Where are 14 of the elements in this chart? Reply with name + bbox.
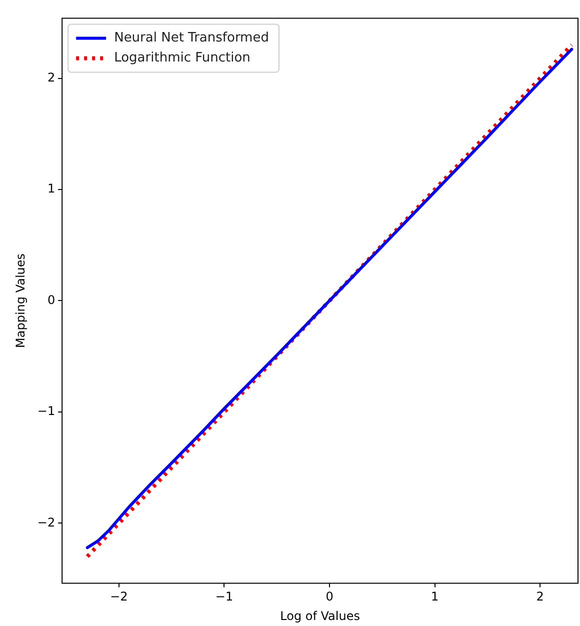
y-tick-label: −2 — [37, 515, 56, 530]
y-axis-title: Mapping Values — [13, 253, 28, 348]
y-tick-label: 2 — [47, 70, 56, 84]
y-tick-label: −1 — [37, 404, 56, 418]
x-tick-label: −2 — [110, 590, 128, 604]
x-tick-label: −1 — [215, 590, 234, 604]
y-tick-label: 1 — [47, 182, 56, 196]
legend-label: Neural Net Transformed — [114, 30, 269, 46]
legend-label: Logarithmic Function — [114, 50, 250, 66]
y-tick-label: 0 — [47, 292, 56, 307]
x-tick-label: 1 — [430, 590, 439, 604]
x-axis-title: Log of Values — [280, 608, 360, 623]
x-tick-label: 2 — [536, 590, 544, 604]
x-tick-label: 0 — [326, 590, 334, 604]
